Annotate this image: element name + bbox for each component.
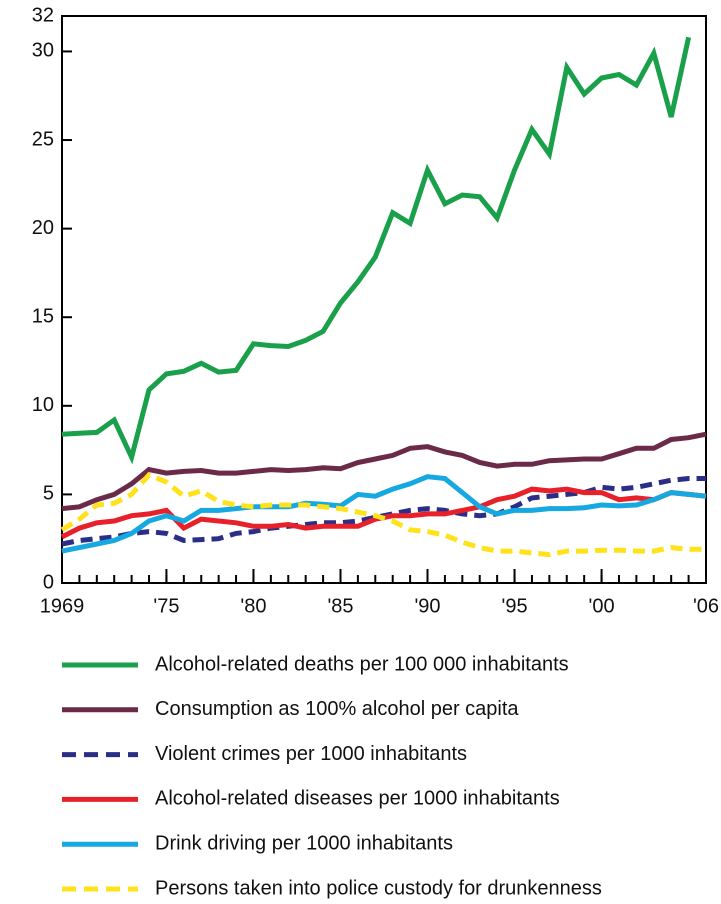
legend-label: Persons taken into police custody for dr… (155, 877, 602, 899)
x-tick-label: '75 (153, 595, 179, 617)
x-tick-label: '90 (414, 595, 440, 617)
x-tick-label: '95 (502, 595, 528, 617)
x-tick-label: '85 (327, 595, 353, 617)
legend-label: Consumption as 100% alcohol per capita (155, 698, 519, 720)
series-line (61, 474, 707, 554)
y-tick-label: 5 (43, 483, 54, 505)
series-line (60, 471, 706, 558)
legend-label: Alcohol-related diseases per 1000 inhabi… (155, 788, 560, 810)
x-tick-label: '00 (589, 595, 615, 617)
y-tick-label: 0 (43, 571, 54, 593)
y-tick-label: 15 (32, 306, 54, 328)
plot-frame (61, 15, 707, 584)
y-tick-label: 32 (32, 4, 54, 26)
series-line (61, 431, 707, 512)
y-tick-label: 25 (32, 128, 54, 150)
y-tick-label: 10 (32, 394, 54, 416)
y-tick-label: 30 (32, 40, 54, 62)
series-line (60, 486, 707, 540)
x-tick-label: 1969 (40, 595, 85, 617)
legend-label: Violent crimes per 1000 inhabitants (155, 743, 467, 765)
legend-label: Alcohol-related deaths per 100 000 inhab… (155, 653, 569, 675)
x-tick-label: '80 (240, 595, 266, 617)
legend-label: Drink driving per 1000 inhabitants (155, 832, 453, 854)
x-tick-label: '06 (693, 595, 719, 617)
series-line (61, 36, 692, 465)
y-tick-label: 20 (32, 217, 54, 239)
